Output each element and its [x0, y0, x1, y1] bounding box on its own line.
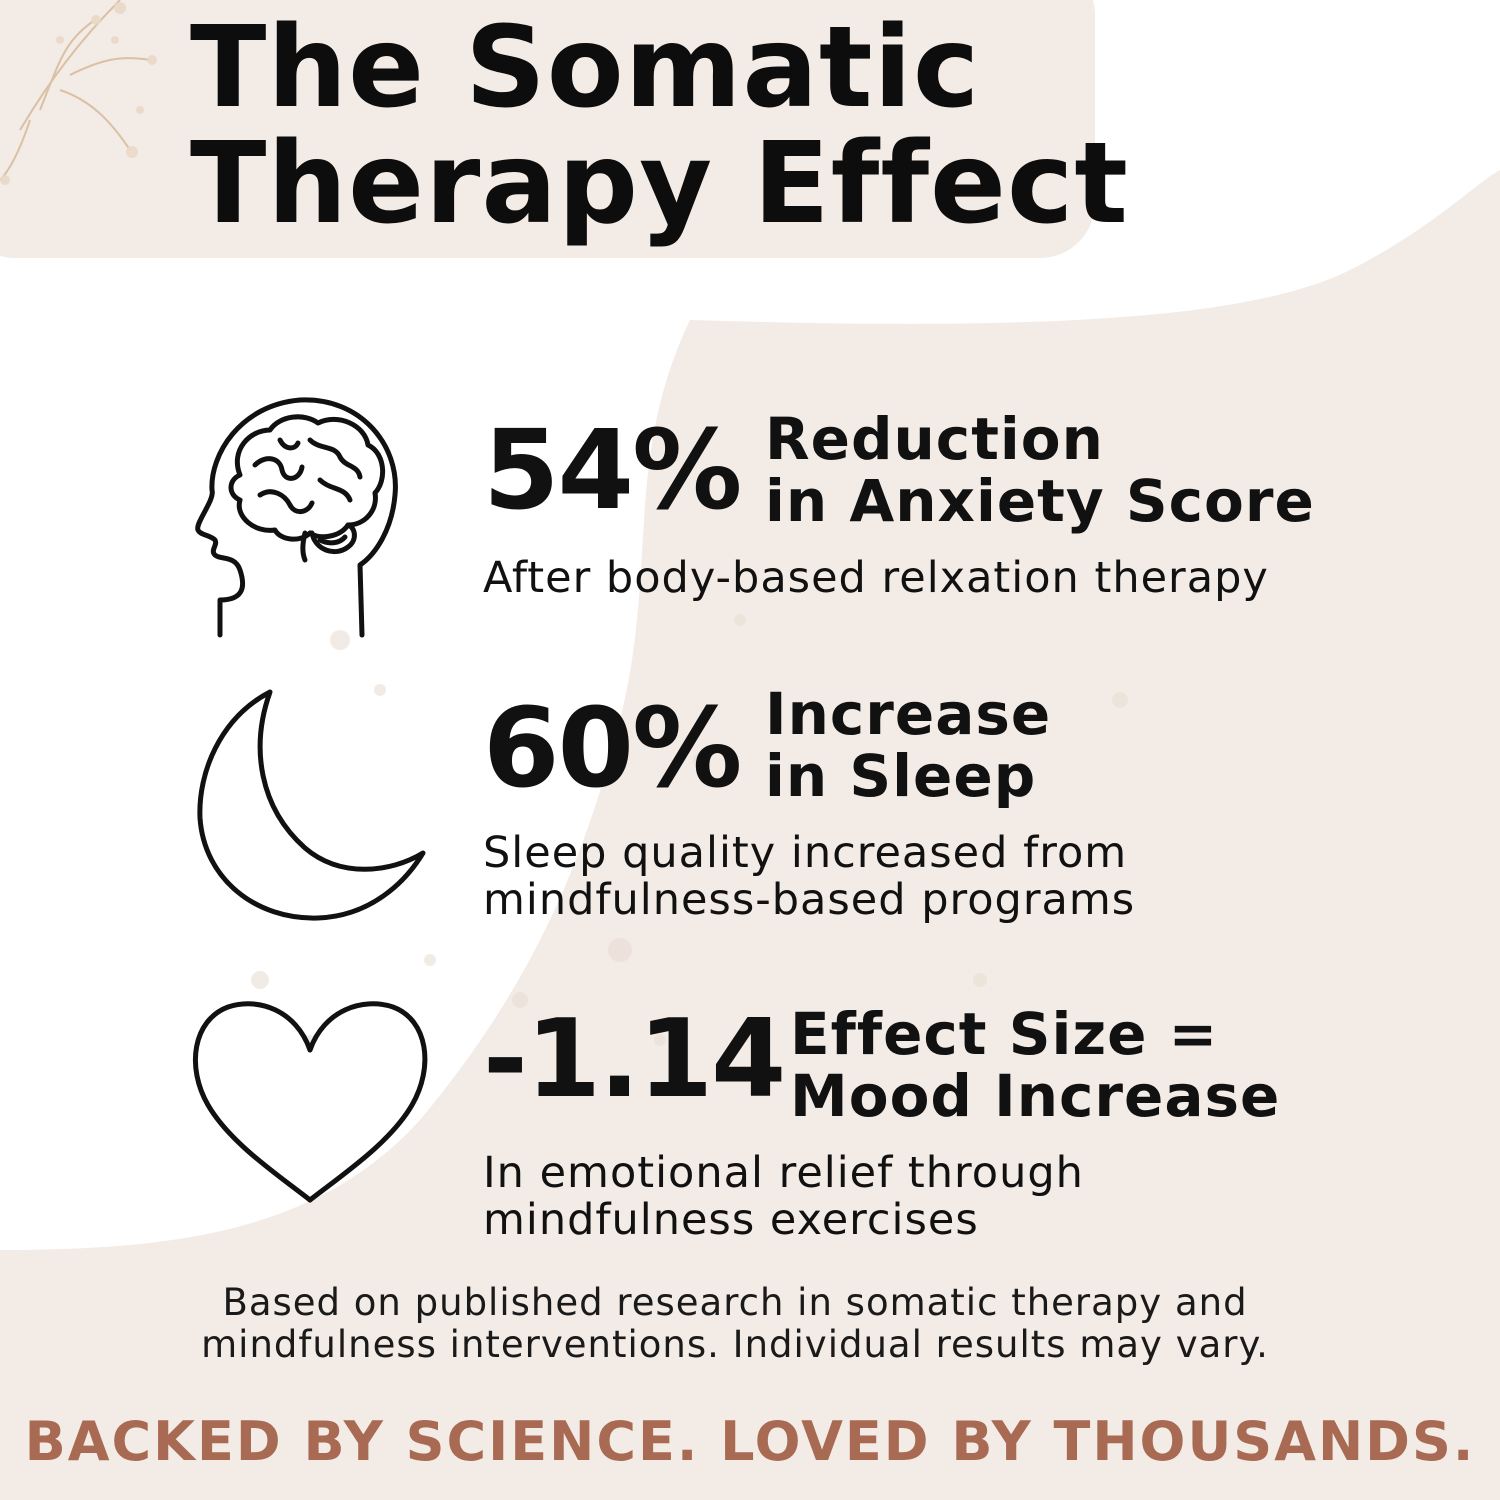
heart-icon [188, 995, 433, 1205]
flower-branch-decoration [0, 0, 151, 181]
stat-sleep-label-line-2: in Sleep [765, 742, 1037, 810]
disclaimer-line-2: mindfulness interventions. Individual re… [201, 1323, 1269, 1366]
title-line-1: The Somatic [190, 3, 981, 133]
page-title: The Somatic Therapy Effect [190, 3, 1129, 249]
stat-sleep-value: 60% [483, 684, 742, 812]
stat-anxiety-label-line-2: in Anxiety Score [765, 467, 1315, 535]
stat-sleep-label: Increase in Sleep [765, 683, 1051, 807]
stat-mood-label-line-2: Mood Increase [790, 1062, 1281, 1130]
stat-sleep-label-line-1: Increase [765, 680, 1052, 748]
stat-anxiety-value: 54% [483, 406, 742, 534]
crescent-moon-icon [190, 688, 430, 928]
brain-head-icon [190, 395, 405, 640]
stat-anxiety-description: After body-based relxation therapy [483, 555, 1269, 602]
tagline: BACKED BY SCIENCE. LOVED BY THOUSANDS. [24, 1410, 1476, 1473]
stat-mood-label-line-1: Effect Size = [790, 1000, 1219, 1068]
stat-sleep-description-line-2: mindfulness-based programs [483, 875, 1136, 925]
stat-sleep-description: Sleep quality increased from mindfulness… [483, 830, 1135, 924]
stat-sleep-description-line-1: Sleep quality increased from [483, 828, 1128, 878]
disclaimer-line-1: Based on published research in somatic t… [222, 1281, 1248, 1324]
stat-anxiety-description-line-1: After body-based relxation therapy [483, 553, 1269, 603]
stat-anxiety-label-line-1: Reduction [765, 405, 1104, 473]
research-disclaimer: Based on published research in somatic t… [0, 1282, 1470, 1366]
background-white-curve [0, 300, 700, 1250]
stat-mood-value: -1.14 [483, 997, 786, 1122]
stat-mood-description-line-1: In emotional relief through [483, 1148, 1084, 1198]
title-card [0, 0, 1095, 258]
title-line-2: Therapy Effect [190, 119, 1129, 249]
stat-mood-description: In emotional relief through mindfulness … [483, 1150, 1084, 1244]
stat-anxiety-label: Reduction in Anxiety Score [765, 408, 1315, 532]
stat-mood-label: Effect Size = Mood Increase [790, 1003, 1280, 1127]
stat-mood-description-line-2: mindfulness exercises [483, 1195, 979, 1245]
